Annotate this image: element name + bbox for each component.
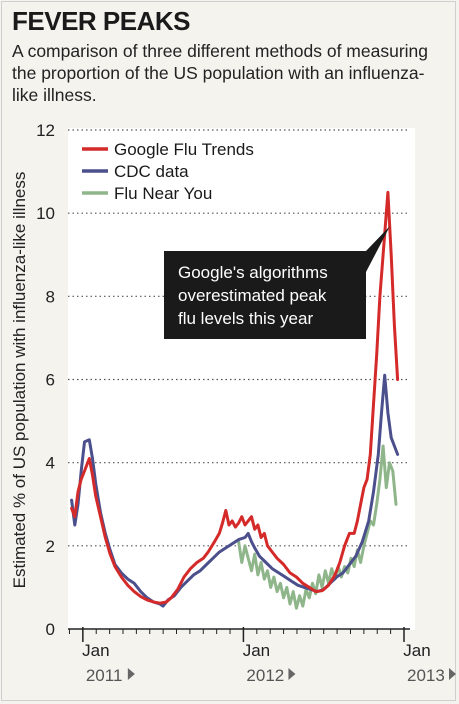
y-tick-label: 8 <box>46 287 55 306</box>
axes: 0 2 4 6 8 10 12 Jan 2011 Jan 2012 Jan 2013 <box>36 121 456 685</box>
y-axis-label: Estimated % of US population with influe… <box>10 172 29 589</box>
x-tick-year: 2011 <box>86 666 123 685</box>
annotation-text-line: flu levels this year <box>178 309 313 328</box>
year-arrow-icon <box>288 668 296 680</box>
y-tick-label: 2 <box>46 537 55 556</box>
y-tick-label: 12 <box>36 121 55 140</box>
legend: Google Flu Trends CDC data Flu Near You <box>82 140 254 203</box>
y-tick-label: 0 <box>46 620 55 639</box>
series-lines <box>70 190 400 610</box>
series-line-google-flu-trends <box>70 190 400 605</box>
series-line-flu-near-you <box>237 444 398 610</box>
annotation-box <box>164 251 366 339</box>
x-tick-month: Jan <box>403 641 430 660</box>
y-tick-label: 10 <box>36 204 55 223</box>
year-arrow-icon <box>127 668 135 680</box>
legend-label: Flu Near You <box>114 184 212 203</box>
annotation: Google's algorithms overestimated peak flu… <box>164 226 390 339</box>
chart-title: FEVER PEAKS <box>12 6 191 36</box>
legend-label: CDC data <box>114 162 189 181</box>
year-arrow-icon <box>449 668 456 680</box>
y-tick-label: 4 <box>46 454 55 473</box>
annotation-text-line: Google's algorithms <box>178 263 328 282</box>
x-tick-year: 2013 <box>407 666 445 685</box>
y-tick-label: 6 <box>46 371 55 390</box>
annotation-pointer <box>366 226 390 272</box>
chart-subtitle: A comparison of three different methods … <box>12 41 429 105</box>
x-tick-year: 2012 <box>246 666 284 685</box>
x-tick-month: Jan <box>82 641 109 660</box>
legend-label: Google Flu Trends <box>114 140 254 159</box>
x-tick-month: Jan <box>243 641 270 660</box>
annotation-text-line: overestimated peak <box>178 286 327 305</box>
